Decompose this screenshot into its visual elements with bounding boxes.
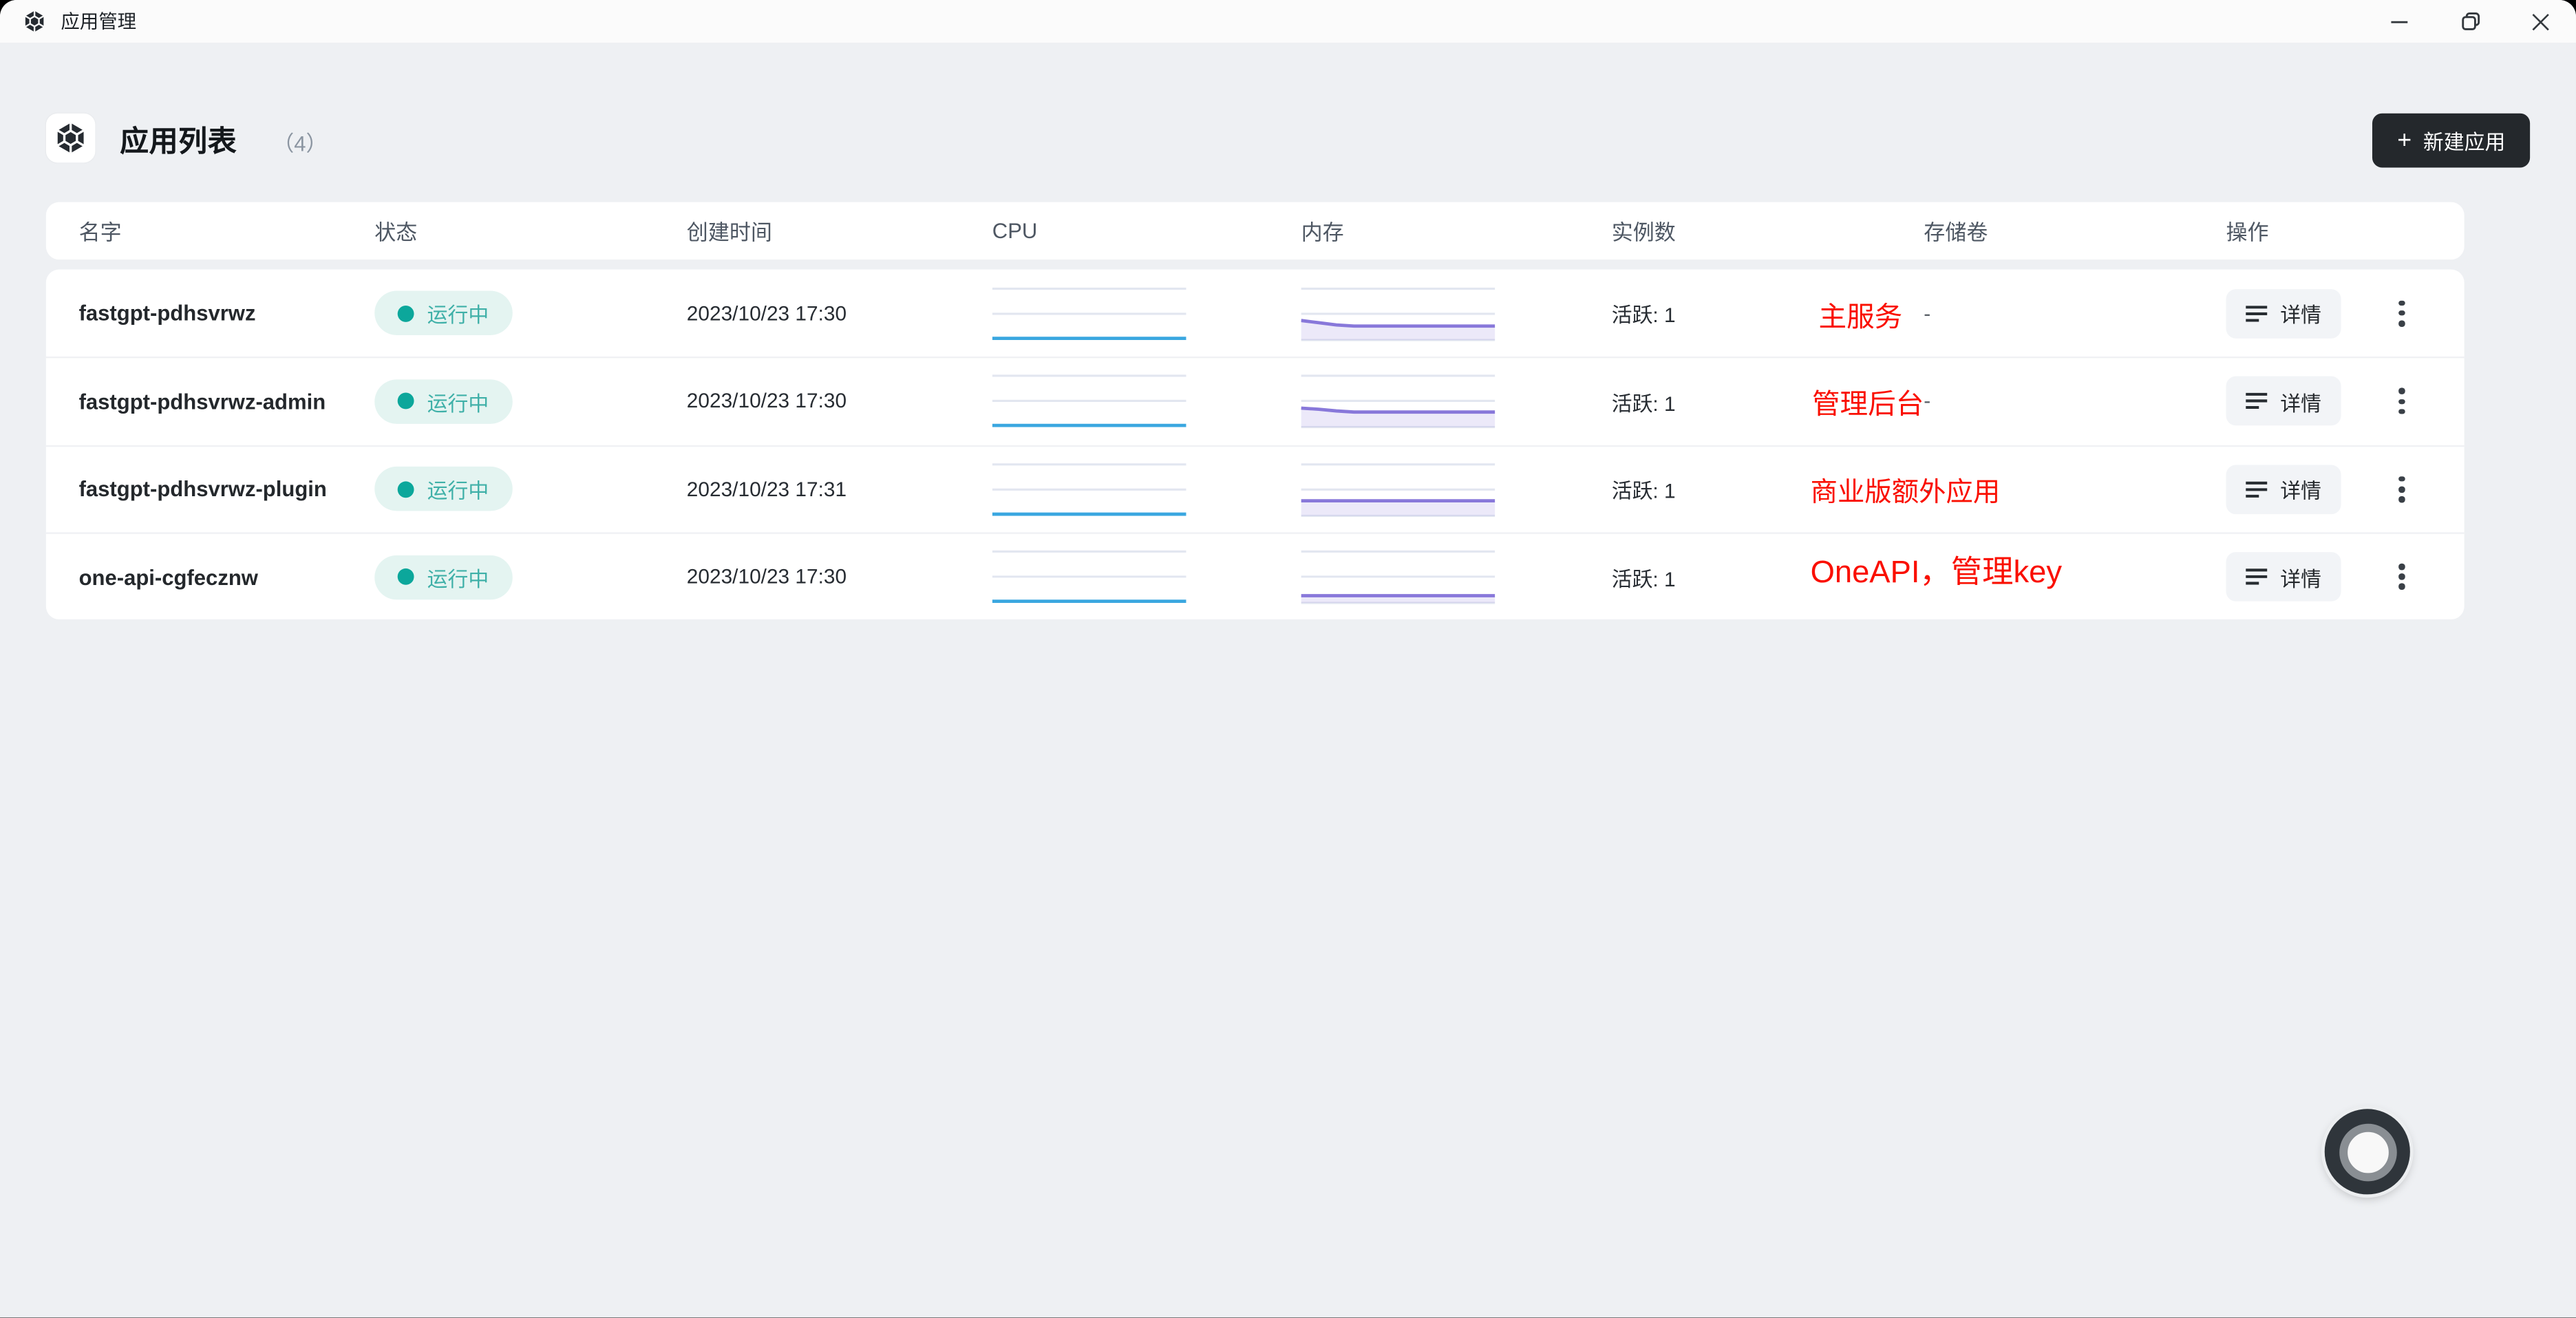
table-row[interactable]: one-api-cgfecznw 运行中 2023/10/23 17:30 活跃… — [45, 532, 2465, 619]
status-badge: 运行中 — [374, 290, 512, 336]
detail-lines-icon — [2246, 568, 2268, 585]
app-name: fastgpt-pdhsvrwz-admin — [78, 389, 326, 414]
status-label: 运行中 — [427, 304, 489, 328]
detail-button[interactable]: 详情 — [2226, 376, 2341, 427]
more-menu-button[interactable] — [2389, 469, 2414, 509]
table-row[interactable]: fastgpt-pdhsvrwz 运行中 2023/10/23 17:30 活跃… — [46, 269, 2465, 357]
detail-button[interactable]: 详情 — [2226, 552, 2341, 602]
created-time: 2023/10/23 17:31 — [686, 478, 847, 501]
detail-label: 详情 — [2280, 567, 2322, 591]
more-menu-button[interactable] — [2389, 293, 2414, 332]
detail-button[interactable]: 详情 — [2226, 288, 2341, 338]
close-icon — [2532, 12, 2549, 30]
detail-label: 详情 — [2280, 304, 2322, 328]
volume-value: - — [1924, 478, 1931, 501]
table-row[interactable]: fastgpt-pdhsvrwz-plugin 运行中 2023/10/23 1… — [45, 444, 2465, 532]
instance-count: 活跃: 1 — [1611, 304, 1676, 328]
table-row[interactable]: fastgpt-pdhsvrwz-admin 运行中 2023/10/23 17… — [45, 357, 2465, 445]
page-content: 应用列表 （4） + 新建应用 名字 状态 创建时间 CPU 内存 实例数 存储… — [0, 43, 2576, 1318]
created-time: 2023/10/23 17:30 — [686, 390, 847, 414]
restore-icon — [2461, 12, 2479, 30]
status-label: 运行中 — [427, 480, 489, 504]
page-title: 应用列表 — [120, 125, 237, 158]
col-created: 创建时间 — [686, 220, 772, 245]
app-name: one-api-cgfecznw — [78, 564, 258, 589]
red-annotation: OneAPI，管理key — [1810, 556, 2063, 591]
restore-button[interactable] — [2435, 0, 2506, 43]
detail-lines-icon — [2246, 305, 2268, 321]
hexagon-logo-icon — [56, 123, 85, 153]
close-button[interactable] — [2505, 0, 2576, 43]
col-name: 名字 — [78, 220, 122, 245]
memory-sparkline — [1301, 550, 1495, 604]
status-dot-icon — [397, 480, 414, 498]
app-logo-icon — [25, 10, 44, 32]
created-time: 2023/10/23 17:30 — [686, 301, 847, 325]
memory-sparkline — [1301, 375, 1495, 429]
table-body: fastgpt-pdhsvrwz 运行中 2023/10/23 17:30 活跃… — [45, 269, 2465, 620]
cpu-sparkline — [992, 463, 1186, 515]
status-label: 运行中 — [427, 392, 489, 416]
status-dot-icon — [397, 305, 414, 322]
volume-value: - — [1924, 301, 1931, 325]
status-label: 运行中 — [427, 567, 489, 591]
volume-value: - — [1924, 390, 1931, 414]
detail-button[interactable]: 详情 — [2226, 464, 2341, 514]
titlebar: 应用管理 — [0, 0, 2576, 43]
window-title: 应用管理 — [61, 13, 137, 33]
app-count: （4） — [273, 131, 328, 156]
status-dot-icon — [397, 568, 414, 585]
table-header: 名字 状态 创建时间 CPU 内存 实例数 存储卷 操作 — [45, 202, 2465, 260]
red-annotation: 主服务 — [1818, 301, 1903, 332]
red-annotation: 管理后台 — [1811, 389, 1924, 421]
minimize-button[interactable] — [2364, 0, 2435, 43]
minimize-icon — [2391, 20, 2408, 23]
detail-lines-icon — [2246, 393, 2268, 410]
created-time: 2023/10/23 17:30 — [686, 565, 847, 588]
app-name: fastgpt-pdhsvrwz-plugin — [78, 476, 327, 502]
col-cpu: CPU — [992, 218, 1038, 244]
instance-count: 活跃: 1 — [1611, 480, 1676, 504]
instance-count: 活跃: 1 — [1611, 392, 1676, 416]
app-list-icon-tile — [45, 113, 96, 163]
more-menu-button[interactable] — [2389, 382, 2414, 421]
memory-sparkline — [1301, 463, 1495, 517]
new-app-label: 新建应用 — [2423, 131, 2506, 155]
instance-count: 活跃: 1 — [1611, 567, 1676, 591]
more-menu-button[interactable] — [2389, 557, 2414, 596]
volume-value: - — [1924, 565, 1931, 588]
detail-lines-icon — [2246, 481, 2268, 498]
plus-icon: + — [2397, 125, 2412, 154]
record-indicator-button[interactable] — [2324, 1109, 2410, 1195]
page-header: 应用列表 （4） + 新建应用 — [45, 111, 2546, 171]
new-app-button[interactable]: + 新建应用 — [2372, 113, 2531, 168]
col-status: 状态 — [374, 220, 418, 245]
status-badge: 运行中 — [374, 554, 512, 599]
col-actions: 操作 — [2226, 220, 2269, 245]
status-badge: 运行中 — [374, 467, 512, 511]
cpu-sparkline — [992, 375, 1186, 428]
record-ring-icon — [2339, 1123, 2396, 1181]
col-volume: 存储卷 — [1924, 220, 1988, 245]
status-badge: 运行中 — [374, 379, 512, 424]
col-memory: 内存 — [1301, 220, 1344, 245]
cpu-sparkline — [992, 287, 1186, 340]
col-instances: 实例数 — [1611, 220, 1676, 245]
status-dot-icon — [397, 393, 414, 410]
app-name: fastgpt-pdhsvrwz — [78, 301, 256, 326]
detail-label: 详情 — [2280, 480, 2322, 504]
detail-label: 详情 — [2280, 392, 2322, 416]
red-annotation: 商业版额外应用 — [1810, 478, 2001, 507]
cpu-sparkline — [992, 550, 1186, 604]
memory-sparkline — [1301, 287, 1495, 341]
